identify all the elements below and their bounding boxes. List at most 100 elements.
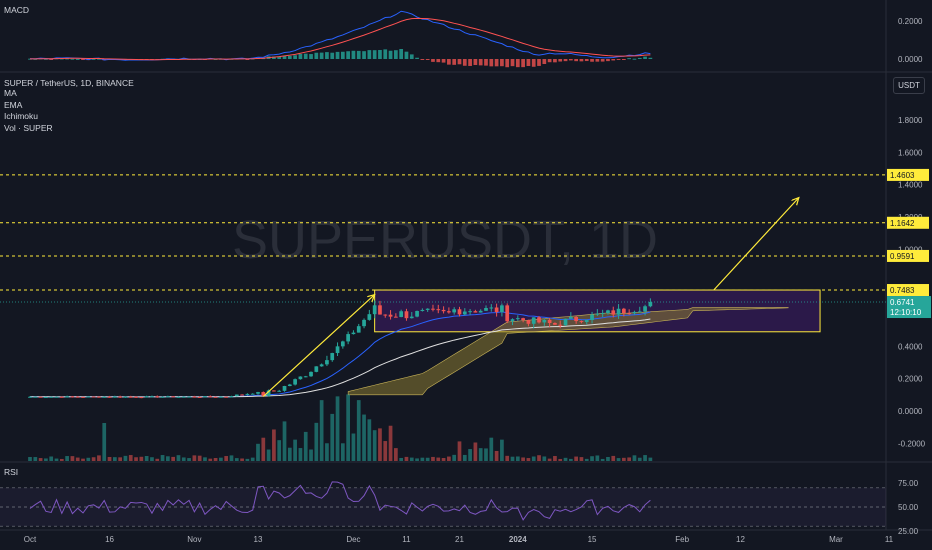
- volume-bar: [97, 455, 101, 461]
- candle-body: [197, 396, 202, 398]
- price-level-label: 1.4603: [890, 171, 915, 180]
- price-level-label: 1.1642: [890, 219, 915, 228]
- macd-histogram-bar: [648, 57, 653, 59]
- candle-body: [86, 396, 91, 398]
- volume-bar: [219, 457, 223, 461]
- macd-histogram-bar: [542, 59, 547, 64]
- volume-bar: [579, 457, 584, 461]
- candle-body: [282, 386, 287, 391]
- candle-body: [388, 314, 393, 317]
- candle-body: [112, 396, 117, 398]
- macd-histogram-bar: [325, 52, 329, 59]
- macd-histogram-bar: [420, 59, 425, 60]
- indicator-ma[interactable]: MA: [4, 88, 17, 98]
- volume-bar: [632, 455, 637, 461]
- volume-bar: [600, 458, 605, 461]
- candle-body: [579, 321, 584, 323]
- trend-arrow-rally: [262, 295, 374, 397]
- volume-bar: [489, 437, 494, 461]
- volume-bar: [574, 456, 578, 461]
- macd-histogram-bar: [457, 59, 462, 65]
- macd-histogram-bar: [303, 53, 308, 59]
- candle-body: [81, 396, 85, 398]
- macd-histogram-bar: [521, 59, 525, 68]
- candle-body: [553, 322, 557, 325]
- candle-body: [436, 309, 441, 311]
- macd-histogram-bar: [611, 59, 616, 61]
- last-price-value: 0.6741: [890, 298, 915, 307]
- indicator-volume[interactable]: Vol · SUPER: [4, 122, 53, 133]
- volume-bar: [282, 421, 287, 461]
- macd-histogram-bar: [245, 59, 250, 60]
- candle-body: [219, 396, 223, 398]
- macd-histogram-bar: [81, 59, 85, 60]
- macd-histogram-bar: [447, 59, 451, 65]
- volume-bar: [303, 431, 308, 461]
- indicator-ichimoku[interactable]: Ichimoku: [4, 111, 39, 121]
- macd-histogram-bar: [505, 59, 510, 68]
- candle-body: [531, 317, 536, 324]
- candle-body: [399, 311, 404, 317]
- volume-bar: [622, 457, 626, 461]
- volume-bar: [176, 455, 181, 461]
- time-axis-tick: 21: [455, 535, 464, 544]
- macd-histogram-bar: [452, 59, 457, 65]
- candle-body: [118, 396, 122, 398]
- candle-body: [59, 396, 64, 398]
- volume-bar: [394, 448, 398, 461]
- volume-bar: [245, 458, 250, 461]
- volume-bar: [351, 433, 356, 461]
- macd-histogram-bar: [462, 59, 467, 66]
- candle-body: [65, 396, 69, 398]
- candle-body: [563, 318, 568, 326]
- indicator-list: MA EMA Ichimoku Vol · SUPER: [4, 88, 53, 134]
- candle-body: [372, 305, 377, 315]
- price-axis-tick: 0.4000: [898, 342, 923, 351]
- volume-bar: [404, 456, 409, 461]
- volume-bar: [128, 455, 133, 461]
- currency-button[interactable]: USDT: [893, 77, 925, 94]
- indicator-ema[interactable]: EMA: [4, 99, 23, 110]
- macd-histogram-bar: [584, 59, 589, 62]
- candle-body: [537, 317, 541, 323]
- volume-bar: [277, 440, 282, 461]
- candle-body: [362, 319, 366, 327]
- volume-bar: [86, 457, 91, 461]
- candle-body: [272, 390, 276, 392]
- volume-bar: [590, 456, 594, 461]
- rsi-axis-tick: 75.00: [898, 479, 919, 488]
- candle-body: [473, 311, 478, 313]
- macd-axis-tick: 0.0000: [898, 55, 923, 64]
- macd-histogram-bar: [436, 59, 441, 63]
- volume-bar: [441, 457, 446, 461]
- macd-histogram-bar: [590, 59, 594, 62]
- macd-histogram-bar: [70, 58, 75, 60]
- candle-body: [367, 314, 372, 320]
- volume-bar: [203, 457, 207, 461]
- volume-bar: [457, 441, 462, 461]
- macd-histogram-bar: [425, 59, 430, 60]
- volume-bar: [107, 457, 112, 461]
- volume-bar: [250, 457, 255, 461]
- time-axis-tick: 11: [885, 535, 894, 544]
- volume-bar: [155, 458, 160, 461]
- macd-histogram-bar: [97, 58, 101, 60]
- volume-bar: [356, 400, 361, 461]
- macd-histogram-bar: [335, 51, 340, 59]
- candle-body: [637, 311, 642, 313]
- volume-bar: [240, 458, 244, 461]
- candle-body: [123, 396, 128, 398]
- price-level-badge: [887, 284, 929, 297]
- macd-histogram-bar: [378, 50, 382, 59]
- macd-histogram-bar: [616, 59, 621, 60]
- price-level-badge: [887, 216, 929, 229]
- time-axis-tick: Feb: [675, 535, 689, 544]
- volume-bar: [272, 429, 276, 461]
- volume-bar: [568, 458, 573, 461]
- volume-bar: [229, 455, 234, 461]
- volume-bar: [28, 457, 32, 461]
- macd-histogram-bar: [346, 51, 350, 59]
- volume-bar: [59, 458, 64, 461]
- price-axis-tick: 1.8000: [898, 116, 923, 125]
